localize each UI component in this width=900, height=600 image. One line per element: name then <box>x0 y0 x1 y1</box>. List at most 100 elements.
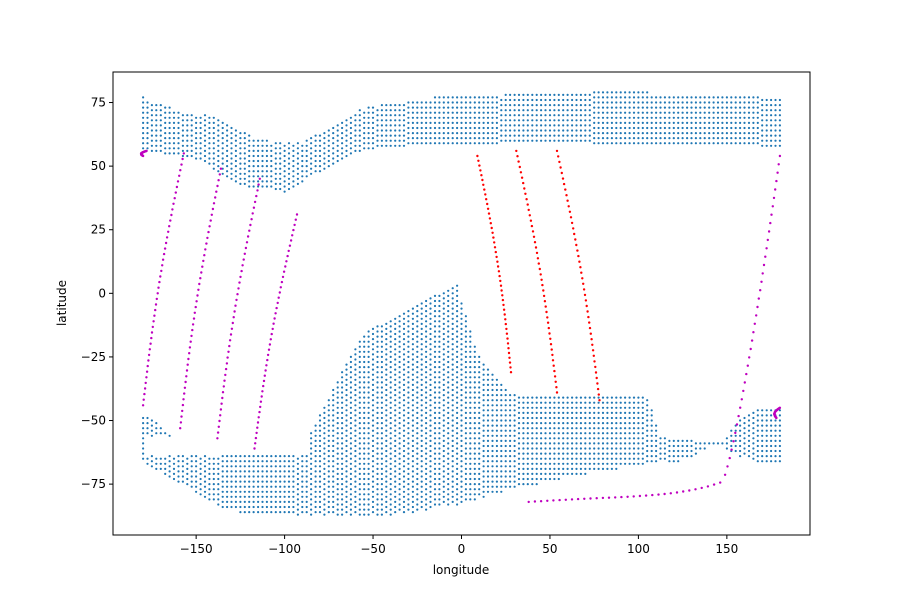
track-point <box>755 314 758 317</box>
grid-point <box>407 401 410 404</box>
grid-point <box>292 510 295 514</box>
grid-point <box>323 437 326 440</box>
grid-point <box>411 510 414 514</box>
grid-point <box>394 114 397 117</box>
grid-point <box>239 177 242 180</box>
track-point <box>500 289 503 292</box>
grid-point <box>694 116 698 119</box>
grid-point <box>606 462 609 465</box>
grid-point <box>389 427 392 430</box>
track-point <box>762 263 766 267</box>
grid-point <box>743 447 746 450</box>
grid-point <box>615 432 618 435</box>
grid-point <box>500 419 503 422</box>
grid-point <box>239 147 242 150</box>
grid-point <box>637 126 640 130</box>
grid-point <box>566 442 569 445</box>
grid-point <box>584 98 587 102</box>
grid-point <box>341 472 344 475</box>
grid-point <box>562 457 565 460</box>
grid-point <box>363 350 366 353</box>
grid-point <box>500 480 503 483</box>
grid-point <box>402 129 406 132</box>
grid-point <box>358 396 361 399</box>
grid-point <box>601 101 605 104</box>
grid-point <box>526 119 529 122</box>
grid-point <box>230 147 233 150</box>
grid-point <box>150 149 153 152</box>
track-point <box>515 149 518 153</box>
grid-point <box>358 513 361 516</box>
grid-point <box>252 139 255 142</box>
grid-point <box>686 439 689 442</box>
grid-point <box>730 439 733 442</box>
grid-point <box>575 134 578 137</box>
grid-point <box>429 302 432 305</box>
grid-point <box>730 137 733 140</box>
grid-point <box>562 114 565 117</box>
track-point <box>730 448 733 451</box>
grid-point <box>371 485 375 488</box>
grid-point <box>486 449 490 453</box>
grid-point <box>257 500 260 503</box>
grid-point <box>212 126 215 130</box>
grid-point <box>332 394 335 397</box>
grid-point <box>283 144 286 147</box>
grid-point <box>482 495 485 498</box>
grid-point <box>199 483 202 486</box>
grid-point <box>332 470 335 473</box>
grid-point <box>389 432 392 435</box>
grid-point <box>296 147 299 150</box>
grid-point <box>349 477 352 481</box>
grid-point <box>150 429 153 432</box>
grid-point <box>495 480 498 483</box>
grid-point <box>628 462 631 465</box>
grid-point <box>407 330 410 333</box>
grid-point <box>482 409 485 412</box>
grid-point <box>327 424 330 427</box>
grid-point <box>208 132 211 135</box>
grid-point <box>265 465 268 468</box>
grid-point <box>588 447 591 450</box>
grid-point <box>778 439 782 442</box>
grid-point <box>336 513 339 516</box>
track-point <box>596 387 600 391</box>
grid-point <box>226 485 229 488</box>
grid-point <box>456 325 459 328</box>
grid-point <box>615 101 618 104</box>
grid-point <box>398 447 401 450</box>
grid-point <box>469 442 472 445</box>
grid-point <box>186 149 189 152</box>
grid-point <box>345 154 348 158</box>
grid-point <box>548 432 552 435</box>
grid-point <box>385 449 388 453</box>
grid-point <box>464 315 467 318</box>
track-point <box>158 280 161 284</box>
grid-point <box>526 416 529 420</box>
grid-point <box>407 437 410 440</box>
grid-point <box>411 424 414 427</box>
track-point <box>161 264 164 267</box>
grid-point <box>341 416 344 420</box>
grid-point <box>429 106 432 109</box>
grid-point <box>473 142 476 145</box>
grid-point <box>367 137 370 140</box>
track-point <box>143 392 146 396</box>
grid-point <box>323 498 326 501</box>
grid-point <box>402 500 406 503</box>
grid-point <box>305 144 308 147</box>
grid-point <box>478 432 481 435</box>
track-point <box>165 236 169 239</box>
grid-point <box>681 137 684 140</box>
track-point <box>525 198 528 201</box>
grid-point <box>442 490 445 493</box>
grid-point <box>217 467 220 470</box>
track-point <box>484 193 487 196</box>
grid-point <box>482 368 485 371</box>
grid-point <box>504 388 507 392</box>
grid-point <box>363 360 366 364</box>
grid-point <box>279 475 282 478</box>
grid-point <box>336 422 339 425</box>
grid-point <box>371 404 375 407</box>
grid-point <box>239 182 242 185</box>
